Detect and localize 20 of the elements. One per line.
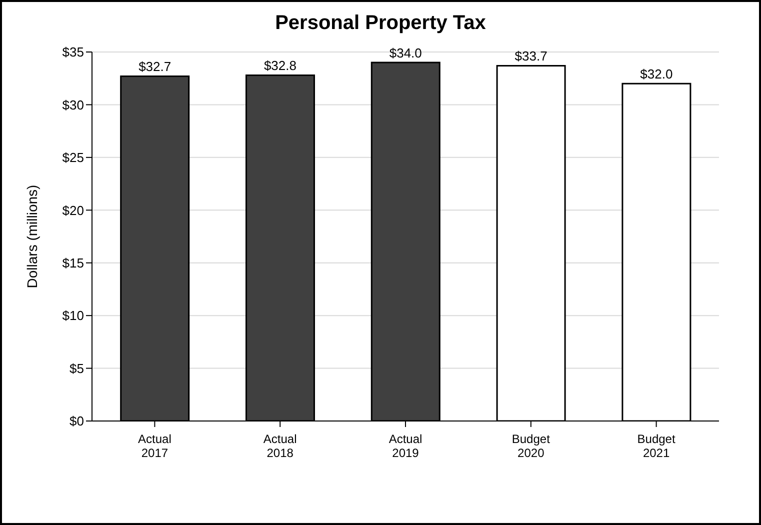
chart-title: Personal Property Tax — [274, 12, 487, 35]
x-tick-label: Actual 2017 — [138, 432, 172, 460]
x-tick-label: Budget 2020 — [512, 432, 551, 460]
y-tick-label: $15 — [62, 255, 84, 270]
y-tick-label: $25 — [62, 150, 84, 166]
x-tick-label: Budget 2021 — [637, 432, 676, 460]
data-label: $32.7 — [138, 59, 172, 74]
y-tick-label: $5 — [70, 360, 84, 376]
y-tick-label: $0 — [70, 414, 84, 429]
data-label: $32.0 — [640, 66, 673, 82]
data-label: $32.8 — [264, 58, 297, 74]
y-tick-label: $10 — [62, 308, 84, 324]
y-tick-label: $20 — [62, 202, 84, 218]
x-tick-label: Actual 2019 — [388, 432, 422, 460]
data-label: $34.0 — [389, 46, 422, 61]
y-tick-label: $35 — [62, 44, 84, 60]
y-tick-label: $30 — [62, 97, 84, 112]
x-tick-label: Actual 2018 — [263, 432, 297, 460]
y-axis-title: Dollars (millions) — [24, 184, 40, 288]
data-label: $33.7 — [514, 48, 548, 64]
